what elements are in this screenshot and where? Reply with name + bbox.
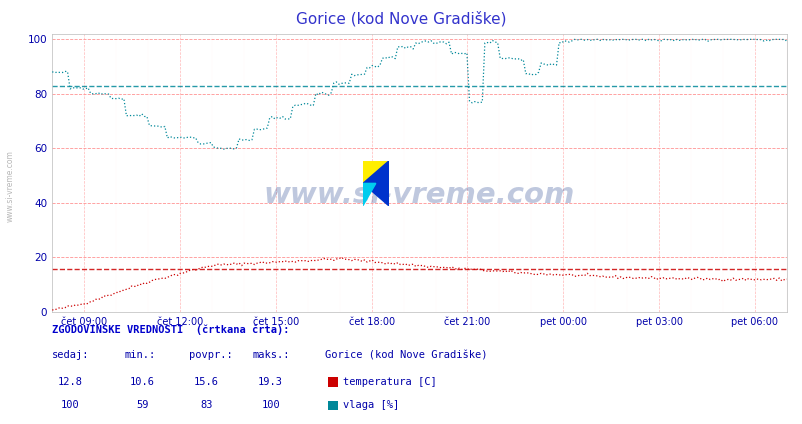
Text: sedaj:: sedaj:	[52, 350, 90, 360]
Text: www.si-vreme.com: www.si-vreme.com	[6, 151, 15, 223]
Text: 100: 100	[261, 400, 280, 410]
Text: 83: 83	[200, 400, 213, 410]
Text: 12.8: 12.8	[57, 377, 83, 387]
Text: 19.3: 19.3	[257, 377, 283, 387]
Text: 100: 100	[60, 400, 79, 410]
Text: vlaga [%]: vlaga [%]	[342, 400, 399, 410]
Text: 15.6: 15.6	[193, 377, 219, 387]
Text: povpr.:: povpr.:	[188, 350, 232, 360]
Polygon shape	[363, 183, 375, 206]
Text: Gorice (kod Nove Gradiške): Gorice (kod Nove Gradiške)	[325, 350, 487, 360]
Text: temperatura [C]: temperatura [C]	[342, 377, 436, 387]
Text: maks.:: maks.:	[253, 350, 290, 360]
Text: www.si-vreme.com: www.si-vreme.com	[264, 181, 574, 209]
Text: Gorice (kod Nove Gradiške): Gorice (kod Nove Gradiške)	[296, 11, 506, 26]
Polygon shape	[363, 161, 388, 206]
Text: 59: 59	[136, 400, 148, 410]
Text: ZGODOVINSKE VREDNOSTI  (črtkana črta):: ZGODOVINSKE VREDNOSTI (črtkana črta):	[52, 324, 290, 335]
Text: min.:: min.:	[124, 350, 156, 360]
Text: 10.6: 10.6	[129, 377, 155, 387]
Polygon shape	[363, 161, 388, 183]
